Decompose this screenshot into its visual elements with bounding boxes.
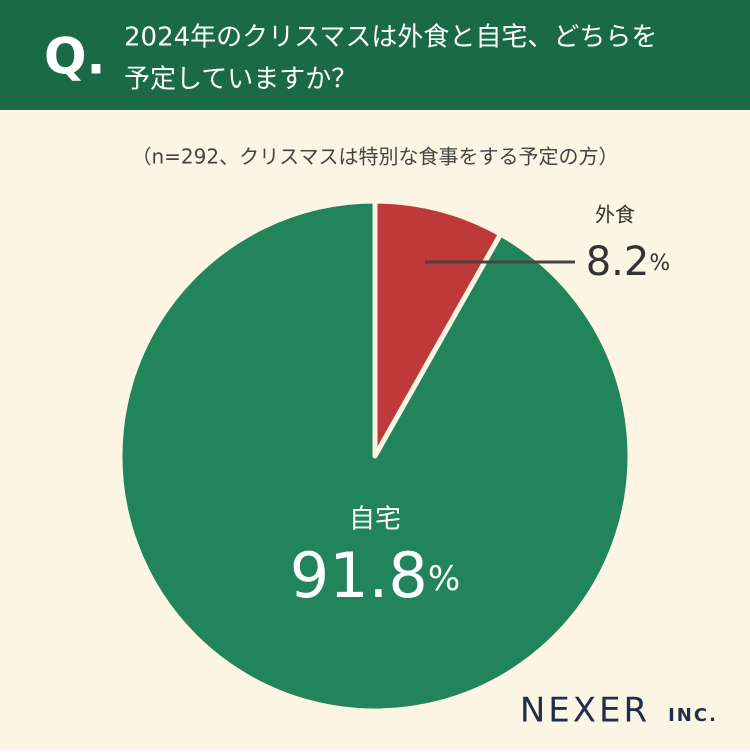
chart-title: 2024年のクリスマスは外食と自宅、どちらを: [124, 23, 657, 53]
value-label: 8.2%: [586, 239, 671, 285]
pie-slice: [372, 198, 504, 459]
slice-label: 自宅: [349, 505, 401, 535]
pie-slice: [117, 198, 633, 714]
pie: [117, 198, 633, 714]
value-label: 91.8%: [290, 539, 460, 612]
logo: NEXER: [520, 691, 650, 731]
header: [0, 0, 750, 110]
slice-label: 外食: [595, 203, 635, 227]
chart-subtitle: （n=292、クリスマスは特別な食事をする予定の方）: [131, 145, 618, 169]
question-mark: Q.: [44, 28, 106, 86]
chart-title: 予定していますか？: [124, 65, 357, 95]
logo-suffix: INC.: [668, 705, 718, 726]
